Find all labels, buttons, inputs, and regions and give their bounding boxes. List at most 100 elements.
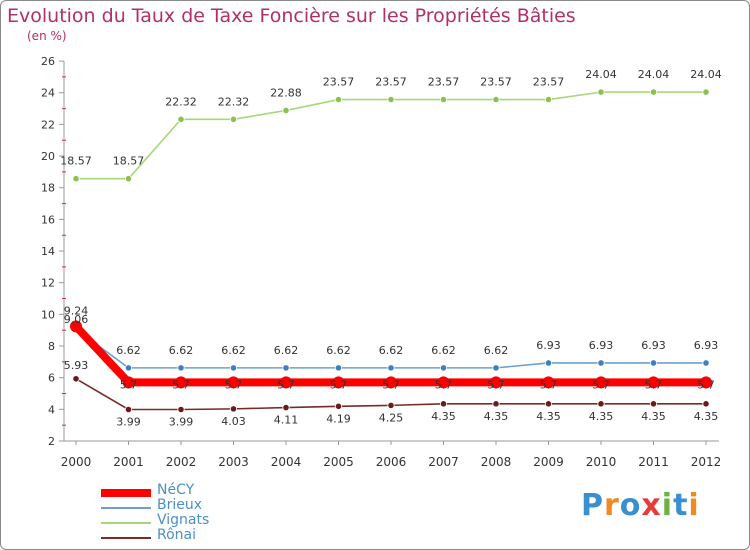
logo-letter: P [581, 488, 604, 523]
data-label: 4.35 [484, 410, 509, 423]
data-point [124, 175, 133, 183]
data-label: 5.7 [540, 378, 558, 391]
logo-letter: x [641, 488, 662, 523]
data-point [72, 375, 80, 383]
x-tick-label: 2012 [691, 455, 722, 469]
data-label: 6.62 [484, 344, 509, 357]
data-label: 3.99 [169, 415, 194, 428]
data-label: 23.57 [375, 76, 407, 89]
x-tick-label: 2001 [113, 455, 144, 469]
data-point [649, 400, 658, 408]
data-point [70, 320, 82, 333]
data-point [175, 376, 187, 389]
y-tick-label: 24 [41, 87, 55, 100]
y-tick-label: 6 [48, 372, 55, 385]
data-label: 24.04 [690, 68, 722, 81]
data-label: 5.7 [382, 378, 400, 391]
legend-swatch [101, 507, 151, 509]
data-point [124, 405, 133, 414]
legend-swatch [101, 522, 151, 524]
x-tick-label: 2005 [323, 455, 354, 469]
data-label: 22.32 [218, 95, 250, 108]
data-label: 6.62 [169, 344, 194, 357]
data-point [177, 405, 185, 414]
data-point [490, 376, 502, 389]
data-point [385, 376, 397, 389]
data-point [229, 405, 238, 413]
data-label: 18.57 [60, 155, 92, 168]
data-label: 4.35 [694, 410, 719, 423]
y-tick-label: 16 [41, 213, 55, 226]
data-point [649, 88, 658, 96]
legend-swatch [101, 489, 151, 497]
data-point [597, 359, 605, 367]
data-label: 5.7 [172, 378, 190, 391]
data-point [282, 106, 290, 115]
data-label: 4.03 [221, 415, 246, 428]
data-point [439, 400, 448, 408]
data-point [439, 95, 448, 104]
data-label: 24.04 [585, 68, 617, 81]
x-tick-label: 2003 [218, 455, 249, 469]
data-label: 5.93 [64, 359, 89, 372]
data-label: 24.04 [638, 68, 670, 81]
data-label: 5.7 [487, 378, 505, 391]
data-point [282, 403, 290, 412]
data-label: 23.57 [533, 76, 565, 89]
data-point [702, 88, 710, 96]
data-label: 4.35 [536, 410, 561, 423]
data-label: 5.7 [435, 378, 453, 391]
legend-label: NéCY [157, 482, 195, 498]
data-label: 6.62 [274, 344, 299, 357]
x-tick-label: 2006 [376, 455, 407, 469]
data-point [595, 376, 607, 389]
data-point [124, 364, 133, 372]
data-label: 5.7 [697, 378, 715, 391]
legend-label: Brieux [157, 497, 203, 513]
data-point [229, 115, 238, 123]
data-label: 22.88 [270, 86, 302, 99]
y-axis-unit-label: (en %) [27, 29, 67, 43]
logo-letter: r [604, 488, 620, 523]
data-point [437, 376, 450, 389]
data-point [492, 364, 500, 372]
legend-swatch [101, 537, 151, 539]
data-label: 6.62 [221, 344, 246, 357]
logo-letter: i [661, 488, 674, 523]
y-tick-label: 2 [48, 435, 55, 448]
data-point [177, 115, 185, 123]
data-point [177, 364, 185, 372]
data-label: 3.99 [116, 415, 141, 428]
data-label: 5.7 [592, 378, 610, 391]
data-point [122, 376, 135, 389]
data-label: 4.35 [431, 410, 456, 423]
data-point [649, 359, 658, 367]
y-tick-label: 22 [41, 118, 55, 131]
x-tick-label: 2007 [428, 455, 459, 469]
x-tick-label: 2009 [533, 455, 564, 469]
data-point [72, 175, 80, 183]
data-point [492, 95, 500, 104]
data-point [334, 364, 343, 372]
data-point [332, 376, 345, 389]
data-label: 4.11 [274, 414, 299, 427]
x-tick-label: 2010 [586, 455, 617, 469]
data-point [542, 376, 555, 389]
y-tick-label: 8 [48, 340, 55, 353]
data-point [544, 95, 553, 104]
data-point [439, 364, 448, 372]
y-tick-label: 18 [41, 182, 55, 195]
data-label: 6.62 [379, 344, 404, 357]
data-label: 5.7 [225, 378, 243, 391]
x-tick-label: 2004 [271, 455, 302, 469]
data-point [229, 364, 238, 372]
data-label: 23.57 [480, 76, 512, 89]
data-point [387, 364, 395, 372]
data-point [282, 364, 290, 372]
chart-title: Evolution du Taux de Taxe Foncière sur l… [7, 5, 576, 27]
data-label: 5.7 [330, 378, 348, 391]
data-label: 18.57 [113, 155, 145, 168]
data-point [702, 359, 710, 367]
y-tick-label: 20 [41, 150, 55, 163]
